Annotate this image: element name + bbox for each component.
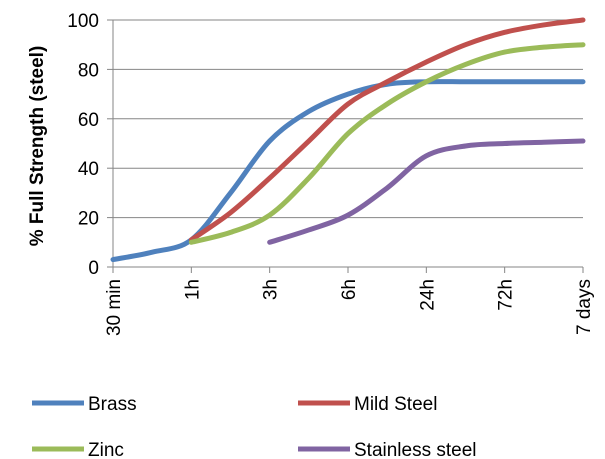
axes [107,19,584,273]
legend-item-brass: Brass [32,394,137,415]
gridlines [113,19,583,219]
y-tick-label: 40 [78,159,99,180]
y-tick-label: 60 [78,110,99,131]
y-tick-label: 20 [78,209,99,230]
series-line-mild-steel [188,17,586,243]
series-line-zinc [188,42,586,245]
x-tick-label: 72h [496,279,517,311]
x-tick-label: 1h [182,279,203,300]
x-tick-label: 3h [261,279,282,300]
x-tick-label: 7 days [574,279,595,335]
x-tick-label: 30 min [104,279,125,336]
y-tick-label: 100 [67,11,99,32]
legend-label: Mild Steel [354,394,437,415]
y-tick-labels: 0 20 40 60 80 100 [67,11,99,279]
legend-label: Brass [88,394,137,415]
legend-item-stainless-steel: Stainless steel [298,440,477,459]
x-tick-labels: 30 min 1h 3h 6h 24h 72h 7 days [104,279,595,336]
legend-label: Zinc [88,440,124,459]
series-line-brass [110,79,586,263]
legend-item-mild-steel: Mild Steel [298,394,437,415]
y-tick-label: 80 [78,60,99,81]
y-axis-title: % Full Strength (steel) [27,46,48,247]
series-line-stainless-steel [267,138,586,245]
x-tick-label: 6h [339,279,360,300]
legend: Brass Mild Steel Zinc Stainless steel [32,394,477,459]
series-lines [110,17,586,263]
legend-label: Stainless steel [354,440,477,459]
x-tick-label: 24h [417,279,438,311]
y-tick-label: 0 [88,258,99,279]
legend-item-zinc: Zinc [32,440,124,459]
